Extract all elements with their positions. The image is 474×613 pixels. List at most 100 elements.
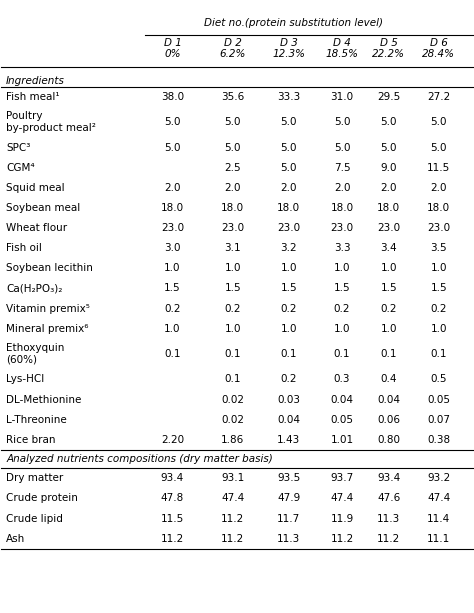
Text: 33.3: 33.3: [277, 92, 301, 102]
Text: D 1
0%: D 1 0%: [164, 37, 182, 59]
Text: 11.2: 11.2: [377, 534, 401, 544]
Text: 11.9: 11.9: [330, 514, 354, 524]
Text: Ash: Ash: [6, 534, 25, 544]
Text: 1.0: 1.0: [381, 324, 397, 333]
Text: Wheat flour: Wheat flour: [6, 223, 67, 233]
Text: 1.5: 1.5: [381, 283, 397, 294]
Text: 93.4: 93.4: [377, 473, 401, 483]
Text: 47.8: 47.8: [161, 493, 184, 503]
Text: 11.2: 11.2: [221, 514, 245, 524]
Text: 0.1: 0.1: [225, 349, 241, 359]
Text: 0.2: 0.2: [334, 303, 350, 314]
Text: 1.0: 1.0: [164, 324, 181, 333]
Text: 5.0: 5.0: [430, 117, 447, 128]
Text: 1.86: 1.86: [221, 435, 245, 445]
Text: 11.2: 11.2: [161, 534, 184, 544]
Text: 0.07: 0.07: [427, 415, 450, 425]
Text: 0.1: 0.1: [381, 349, 397, 359]
Text: 1.0: 1.0: [430, 264, 447, 273]
Text: 2.0: 2.0: [334, 183, 350, 193]
Text: Ca(H₂PO₃)₂: Ca(H₂PO₃)₂: [6, 283, 63, 294]
Text: 11.2: 11.2: [221, 534, 245, 544]
Text: 93.7: 93.7: [330, 473, 354, 483]
Text: 5.0: 5.0: [225, 117, 241, 128]
Text: 18.0: 18.0: [330, 203, 354, 213]
Text: 11.3: 11.3: [277, 534, 301, 544]
Text: 0.05: 0.05: [427, 395, 450, 405]
Text: D 2
6.2%: D 2 6.2%: [219, 37, 246, 59]
Text: 31.0: 31.0: [330, 92, 354, 102]
Text: 23.0: 23.0: [221, 223, 244, 233]
Text: 93.5: 93.5: [277, 473, 301, 483]
Text: 0.2: 0.2: [430, 303, 447, 314]
Text: Lys-HCl: Lys-HCl: [6, 375, 45, 384]
Text: 5.0: 5.0: [281, 162, 297, 173]
Text: 23.0: 23.0: [277, 223, 301, 233]
Text: Crude lipid: Crude lipid: [6, 514, 63, 524]
Text: 93.4: 93.4: [161, 473, 184, 483]
Text: 3.4: 3.4: [381, 243, 397, 253]
Text: 11.3: 11.3: [377, 514, 401, 524]
Text: Diet no.(protein substitution level): Diet no.(protein substitution level): [204, 18, 383, 28]
Text: 29.5: 29.5: [377, 92, 401, 102]
Text: 0.1: 0.1: [225, 375, 241, 384]
Text: Ingredients: Ingredients: [6, 76, 65, 86]
Text: Poultry
by-product meal²: Poultry by-product meal²: [6, 112, 96, 133]
Text: Soybean lecithin: Soybean lecithin: [6, 264, 93, 273]
Text: 1.0: 1.0: [430, 324, 447, 333]
Text: 0.5: 0.5: [430, 375, 447, 384]
Text: 23.0: 23.0: [161, 223, 184, 233]
Text: 1.01: 1.01: [330, 435, 354, 445]
Text: 0.1: 0.1: [281, 349, 297, 359]
Text: 1.0: 1.0: [334, 324, 350, 333]
Text: 1.5: 1.5: [164, 283, 181, 294]
Text: 5.0: 5.0: [281, 117, 297, 128]
Text: 5.0: 5.0: [225, 143, 241, 153]
Text: 93.2: 93.2: [427, 473, 450, 483]
Text: 0.1: 0.1: [164, 349, 181, 359]
Text: 0.38: 0.38: [427, 435, 450, 445]
Text: 5.0: 5.0: [334, 143, 350, 153]
Text: Crude protein: Crude protein: [6, 493, 78, 503]
Text: D 6
28.4%: D 6 28.4%: [422, 37, 455, 59]
Text: 0.4: 0.4: [381, 375, 397, 384]
Text: L-Threonine: L-Threonine: [6, 415, 67, 425]
Text: Fish meal¹: Fish meal¹: [6, 92, 60, 102]
Text: 5.0: 5.0: [281, 143, 297, 153]
Text: 1.0: 1.0: [225, 264, 241, 273]
Text: 1.0: 1.0: [164, 264, 181, 273]
Text: 5.0: 5.0: [430, 143, 447, 153]
Text: 1.0: 1.0: [281, 264, 297, 273]
Text: 0.04: 0.04: [330, 395, 354, 405]
Text: 47.4: 47.4: [330, 493, 354, 503]
Text: Mineral premix⁶: Mineral premix⁶: [6, 324, 89, 333]
Text: 3.3: 3.3: [334, 243, 350, 253]
Text: 5.0: 5.0: [164, 143, 181, 153]
Text: 93.1: 93.1: [221, 473, 245, 483]
Text: 0.3: 0.3: [334, 375, 350, 384]
Text: 2.0: 2.0: [430, 183, 447, 193]
Text: Ethoxyquin
(60%): Ethoxyquin (60%): [6, 343, 64, 365]
Text: 1.0: 1.0: [334, 264, 350, 273]
Text: 2.0: 2.0: [164, 183, 181, 193]
Text: 23.0: 23.0: [330, 223, 354, 233]
Text: 23.0: 23.0: [427, 223, 450, 233]
Text: 1.0: 1.0: [381, 264, 397, 273]
Text: 3.0: 3.0: [164, 243, 181, 253]
Text: 5.0: 5.0: [164, 117, 181, 128]
Text: 1.5: 1.5: [430, 283, 447, 294]
Text: 5.0: 5.0: [381, 143, 397, 153]
Text: 23.0: 23.0: [377, 223, 401, 233]
Text: 0.04: 0.04: [277, 415, 301, 425]
Text: D 4
18.5%: D 4 18.5%: [326, 37, 359, 59]
Text: 11.5: 11.5: [161, 514, 184, 524]
Text: Dry matter: Dry matter: [6, 473, 64, 483]
Text: 0.03: 0.03: [277, 395, 301, 405]
Text: 1.5: 1.5: [225, 283, 241, 294]
Text: 2.20: 2.20: [161, 435, 184, 445]
Text: 47.9: 47.9: [277, 493, 301, 503]
Text: 5.0: 5.0: [381, 117, 397, 128]
Text: 3.1: 3.1: [225, 243, 241, 253]
Text: 11.4: 11.4: [427, 514, 450, 524]
Text: 0.2: 0.2: [225, 303, 241, 314]
